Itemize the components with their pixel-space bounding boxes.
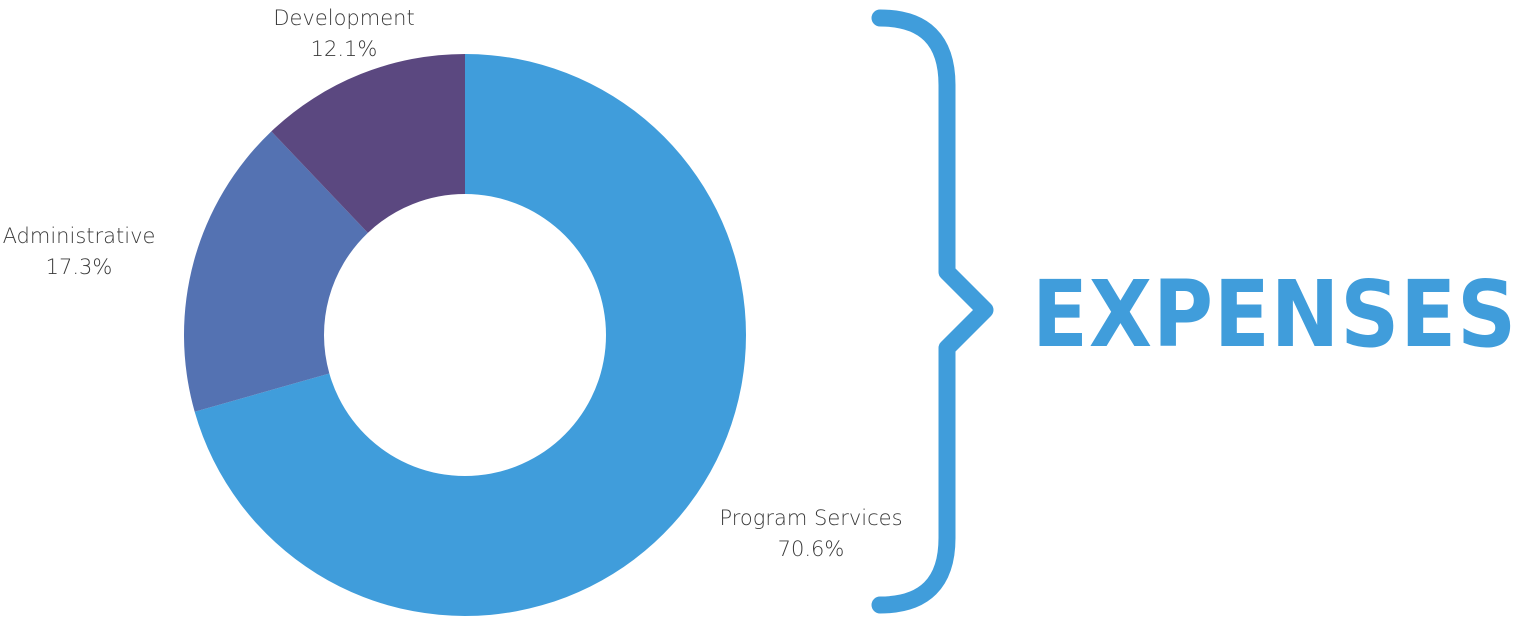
label-program-services-value: 70.6% bbox=[778, 537, 845, 561]
label-administrative-name: Administrative bbox=[3, 224, 156, 248]
expenses-donut-chart bbox=[184, 53, 746, 616]
slice-administrative bbox=[184, 131, 368, 412]
curly-brace-icon bbox=[871, 9, 994, 614]
slice-program-services bbox=[194, 54, 746, 616]
label-development-name: Development bbox=[273, 6, 414, 30]
label-administrative-value: 17.3% bbox=[46, 255, 113, 279]
label-development-value: 12.1% bbox=[311, 37, 378, 61]
expenses-title: EXPENSES bbox=[1032, 261, 1517, 368]
label-program-services-name: Program Services bbox=[719, 506, 902, 530]
slice-development bbox=[271, 53, 465, 233]
slice-labels: Development 12.1% Administrative 17.3% P… bbox=[3, 6, 903, 561]
